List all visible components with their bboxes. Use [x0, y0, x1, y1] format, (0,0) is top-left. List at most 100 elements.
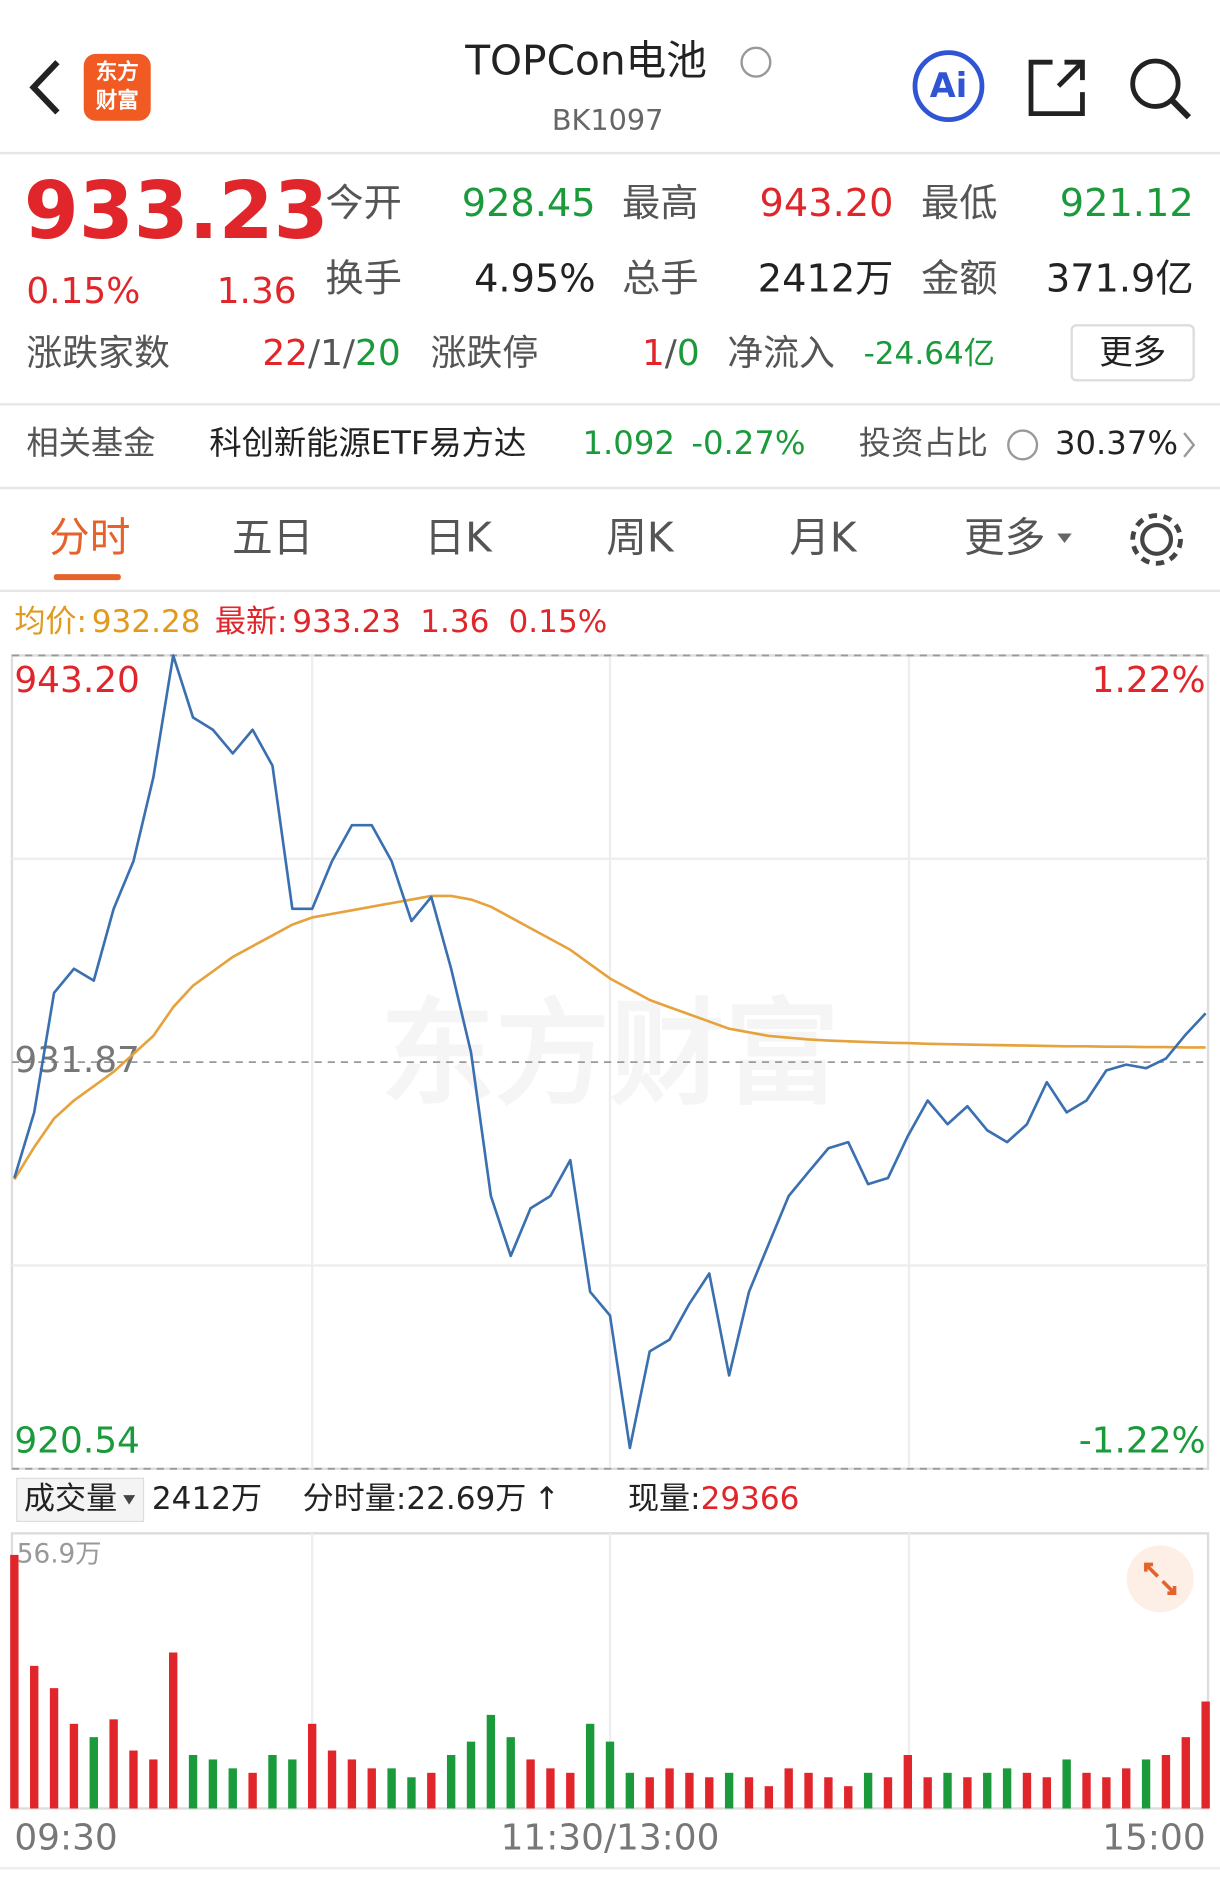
volume-bar — [169, 1652, 178, 1809]
avg-value: 932.28 — [92, 604, 201, 640]
chevron — [1183, 432, 1196, 458]
latest-change: 1.36 — [420, 604, 489, 640]
y-tick-label: 920.54 — [14, 1420, 140, 1461]
price-line — [13, 654, 1207, 1450]
logo[interactable] — [83, 53, 151, 121]
volume-bar — [585, 1723, 595, 1809]
volume-selector[interactable] — [16, 1477, 145, 1523]
minute-volume: 分时量:22.69万 ↑ — [303, 1481, 560, 1517]
separator: / — [308, 333, 321, 374]
volume-total: 2412万 — [152, 1481, 262, 1517]
volume-bar — [486, 1714, 496, 1809]
average-line — [13, 894, 1206, 1181]
more-button[interactable] — [1070, 324, 1195, 382]
volume-bar — [943, 1772, 952, 1809]
volume-bar — [605, 1741, 615, 1809]
fund-name[interactable]: 科创新能源ETF易方达 — [209, 424, 526, 462]
limit-up: 1 — [642, 333, 665, 374]
help-icon[interactable] — [1007, 429, 1039, 461]
volume-bar — [784, 1768, 793, 1809]
current-volume: 现量:29366 — [628, 1481, 800, 1517]
tab[interactable]: 日K — [424, 514, 493, 562]
search-button[interactable] — [1130, 58, 1181, 109]
stat-value: 943.20 — [760, 181, 894, 226]
volume-bar — [129, 1750, 138, 1809]
share-button[interactable] — [1028, 59, 1085, 117]
stat-label: 总手 — [622, 257, 699, 302]
volume-bar — [1201, 1701, 1210, 1809]
stat-label: 金额 — [921, 257, 998, 302]
volume-bar — [49, 1688, 59, 1809]
volume-bar — [1181, 1737, 1190, 1809]
limit-label: 涨跌停 — [431, 333, 539, 374]
settings-button[interactable] — [1140, 522, 1174, 556]
volume-bar — [824, 1777, 833, 1809]
tab[interactable]: 周K — [606, 514, 675, 562]
volume-bar — [69, 1723, 79, 1809]
dropdown-icon — [1057, 533, 1072, 544]
volume-bar — [427, 1772, 436, 1809]
volume-bar — [526, 1759, 535, 1809]
volume-bar — [1002, 1768, 1012, 1809]
volume-bar — [268, 1754, 277, 1809]
limit-value: 1/0 — [642, 333, 700, 374]
breadth-label: 涨跌家数 — [26, 333, 170, 374]
y-tick-label: 56.9万 — [17, 1539, 102, 1569]
volume-bar — [30, 1665, 39, 1809]
volume-bar — [367, 1768, 376, 1809]
down-count: 20 — [355, 333, 401, 374]
volume-bar — [764, 1786, 774, 1809]
volume-bar — [705, 1777, 714, 1809]
volume-bar — [863, 1772, 873, 1809]
tab[interactable]: 分时 — [49, 514, 130, 562]
current-label: 现量: — [628, 1481, 701, 1517]
volume-bar — [466, 1741, 476, 1809]
expand-icon — [1144, 1562, 1177, 1595]
settings-gear — [1130, 513, 1183, 566]
back-button[interactable] — [29, 60, 60, 115]
flat-count: 1 — [320, 333, 343, 374]
latest-label: 最新: — [215, 604, 288, 640]
x-tick-label: 09:30 — [14, 1818, 117, 1859]
volume-bar — [109, 1719, 118, 1809]
volume-bar — [248, 1772, 257, 1809]
volume-bar — [1122, 1768, 1131, 1809]
x-tick-label: 11:30/13:00 — [501, 1818, 720, 1859]
logo-text: 东方 — [96, 59, 139, 85]
tab[interactable]: 五日 — [232, 514, 313, 562]
volume-bar — [1042, 1777, 1051, 1809]
volume-bar — [566, 1772, 575, 1809]
breadth-value: 22/1/20 — [262, 333, 400, 374]
volume-bar — [288, 1759, 297, 1809]
fund-price: 1.092 — [582, 424, 674, 462]
x-tick-label: 15:00 — [1102, 1818, 1205, 1859]
volume-bar — [724, 1772, 734, 1809]
ratio-value: 30.37% — [1055, 424, 1178, 462]
stat-label: 换手 — [325, 257, 402, 302]
volume-bar — [923, 1777, 932, 1809]
price: 933.23 — [24, 165, 329, 257]
inflow-value: -24.64亿 — [864, 336, 995, 372]
volume-bar — [89, 1737, 98, 1809]
watermark: 东方财富 — [380, 987, 839, 1121]
code: BK1097 — [552, 103, 664, 137]
logo-text: 财富 — [96, 88, 139, 114]
volume-bar — [446, 1754, 456, 1809]
tab[interactable]: 月K — [789, 514, 858, 562]
volume-bar — [883, 1777, 893, 1809]
inflow-label: 净流入 — [727, 333, 835, 374]
volume-bar — [685, 1772, 694, 1809]
latest-value: 933.23 — [292, 604, 401, 640]
info-icon[interactable] — [740, 46, 772, 78]
volume-bar — [228, 1768, 237, 1809]
volume-bar — [1161, 1754, 1171, 1809]
stat-value: 4.95% — [474, 257, 596, 302]
volume-bar — [188, 1754, 198, 1809]
tab[interactable]: 更多 — [964, 514, 1045, 562]
stat-value: 371.9亿 — [1046, 257, 1194, 302]
expand-button[interactable] — [1126, 1545, 1194, 1613]
ai-button[interactable] — [912, 50, 985, 122]
volume-bar — [1141, 1759, 1151, 1809]
current-value: 29366 — [701, 1481, 800, 1517]
up-count: 22 — [262, 333, 308, 374]
